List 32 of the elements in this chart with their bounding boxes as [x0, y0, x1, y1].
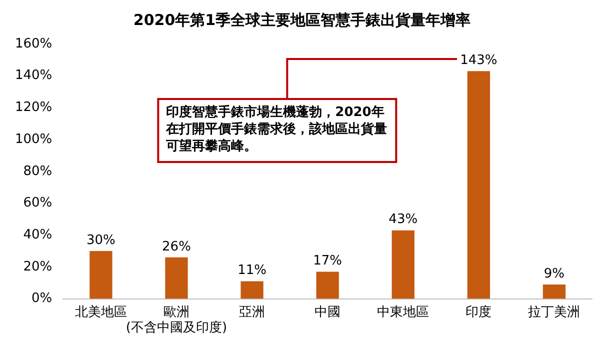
y-tick-label: 80%	[23, 164, 52, 179]
data-label: 43%	[388, 212, 418, 228]
data-label: 26%	[162, 239, 191, 254]
y-tick-label: 160%	[14, 36, 52, 52]
y-tick-label: 140%	[14, 68, 52, 84]
annotation: 印度智慧手錶市場生機蓬勃，2020年在打開平價手錶需求後，該地區出貨量可望再攀高峰。	[165, 104, 388, 154]
bar	[542, 284, 566, 299]
chart-title: 2020年第1季全球主要地區智慧手錶出貨量年增率	[133, 10, 471, 29]
x-tick-label: 亞洲	[239, 304, 266, 320]
y-tick-label: 0%	[32, 291, 52, 306]
data-label: 9%	[544, 266, 565, 282]
x-tick-label: 中東地區	[377, 304, 430, 320]
bar	[240, 281, 264, 299]
x-tick-label: 歐洲 (不含中國及印度)	[126, 304, 228, 336]
bar	[392, 230, 414, 299]
y-tick-label: 60%	[23, 196, 52, 211]
y-tick-label: 120%	[14, 100, 52, 116]
x-tick-label: 北美地區	[74, 304, 127, 320]
x-tick-label: 拉丁美洲	[528, 304, 580, 320]
y-tick-label: 20%	[23, 259, 52, 274]
y-tick-label: 40%	[23, 227, 52, 242]
bar	[165, 257, 188, 299]
y-tick-label: 100%	[14, 132, 52, 147]
bar	[90, 251, 112, 299]
data-label: 11%	[238, 263, 266, 278]
bar	[316, 272, 339, 299]
bar	[467, 71, 490, 299]
data-label: 143%	[460, 52, 498, 68]
x-tick-label: 中國	[314, 304, 341, 320]
x-tick-label: 印度	[466, 304, 492, 320]
data-label: 17%	[313, 254, 342, 269]
data-label: 30%	[86, 232, 116, 248]
